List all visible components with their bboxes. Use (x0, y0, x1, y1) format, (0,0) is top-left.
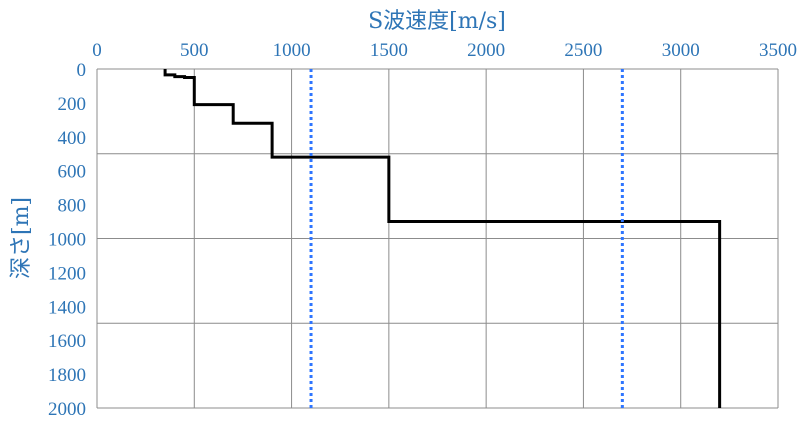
y-axis-title: 深さ[m] (9, 197, 34, 279)
y-tick-label: 1000 (48, 230, 86, 251)
x-tick-label: 2000 (467, 40, 505, 61)
grid-lines (97, 69, 778, 408)
y-tick-label: 200 (58, 94, 87, 115)
y-tick-label: 2000 (48, 399, 86, 420)
series-line-1 (163, 69, 722, 408)
x-tick-labels: 0 500 1000 1500 2000 2500 3000 3500 (92, 40, 797, 61)
y-tick-label: 0 (77, 60, 87, 81)
x-tick-label: 3000 (662, 40, 700, 61)
x-axis-title: S波速度[m/s] (368, 9, 506, 34)
y-tick-label: 400 (58, 128, 87, 149)
y-tick-label: 1200 (48, 263, 86, 284)
y-tick-labels: 0 200 400 600 800 1000 1200 1400 1600 1800 2000 (48, 60, 86, 420)
x-tick-label: 1000 (273, 40, 311, 61)
y-tick-label: 600 (58, 162, 87, 183)
x-tick-label: 2500 (564, 40, 602, 61)
series-lines (163, 69, 722, 408)
y-tick-label: 800 (58, 196, 87, 217)
plot-frame (96, 68, 779, 409)
y-tick-label: 1400 (48, 297, 86, 318)
x-tick-label: 0 (92, 40, 102, 61)
y-tick-label: 1800 (48, 365, 86, 386)
y-tick-label: 1600 (48, 331, 86, 352)
x-tick-label: 1500 (370, 40, 408, 61)
x-tick-label: 3500 (759, 40, 797, 61)
x-tick-label: 500 (180, 40, 209, 61)
